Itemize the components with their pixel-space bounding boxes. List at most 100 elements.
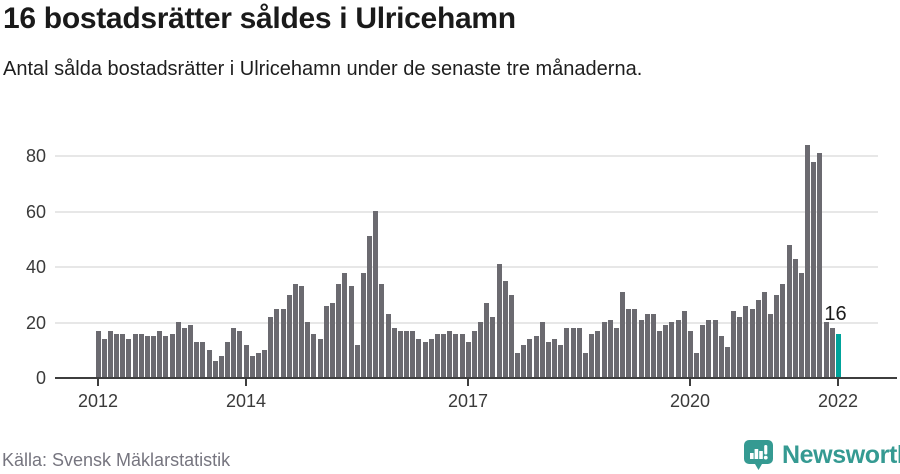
bar [472,331,477,378]
x-axis-tick [245,379,247,386]
newsworthy-logo-text: Newsworthy [782,441,900,469]
bar [817,153,822,378]
bar [367,236,372,378]
bar [725,347,730,378]
x-axis-tick-label: 2014 [225,391,267,411]
bar [762,292,767,378]
bar [694,353,699,378]
y-axis-tick-label: 40 [25,257,46,277]
bar [342,273,347,378]
x-axis-tick [837,379,839,386]
bar [404,331,409,378]
bar [645,314,650,378]
source-note: Källa: Svensk Mäklarstatistik [2,450,231,470]
bar [453,334,458,378]
bar [336,284,341,378]
bar [639,320,644,378]
bar [373,211,378,378]
bar [558,345,563,378]
page-title: 16 bostadsrätter såldes i Ulricehamn [3,2,516,35]
bar [305,322,310,378]
bar [237,331,242,378]
bar [182,328,187,378]
bar [416,339,421,378]
bar [250,356,255,378]
bar [793,259,798,378]
bar [552,339,557,378]
bar [151,336,156,378]
bar [750,309,755,378]
bar [188,325,193,378]
bar [595,331,600,378]
bar [176,322,181,378]
bar [713,320,718,378]
bar [108,331,113,378]
bar [527,339,532,378]
bar [299,286,304,378]
x-axis-tick [689,379,691,386]
y-axis-tick-label: 80 [25,146,46,166]
bar [392,328,397,378]
bar [824,322,829,378]
bar [361,273,366,378]
bar [589,334,594,378]
bar [731,311,736,378]
bar [805,145,810,378]
bar [756,300,761,378]
bar [743,306,748,378]
bar [503,281,508,378]
bar [620,292,625,378]
bar [651,314,656,378]
bar [700,325,705,378]
bar [737,317,742,378]
bar [663,325,668,378]
gridline [55,266,878,268]
bar [583,353,588,378]
newsworthy-logo: Newsworthy [744,440,900,472]
bar [799,273,804,378]
bar [318,339,323,378]
bar [256,353,261,378]
gridline [55,155,878,157]
bar [311,334,316,378]
bar [447,331,452,378]
bar [225,342,230,378]
bar [719,336,724,378]
bar [509,295,514,378]
x-axis-tick-label: 2017 [447,391,489,411]
x-axis-tick-label: 2020 [669,391,711,411]
highlight-value-label: 16 [824,302,847,325]
x-axis-tick [97,379,99,386]
highlighted-bar [836,334,841,378]
gridline [55,322,878,324]
bar [780,284,785,378]
bar [682,311,687,378]
y-axis-tick-label: 60 [25,202,46,222]
bar [534,336,539,378]
bar [287,295,292,378]
bar [244,345,249,378]
chart-subtitle: Antal sålda bostadsrätter i Ulricehamn u… [3,58,643,80]
bar [120,334,125,378]
bar [207,350,212,378]
bar [515,353,520,378]
bar [293,284,298,378]
y-axis-tick-label: 20 [25,313,46,333]
bar [429,339,434,378]
x-axis-tick-label: 2022 [817,391,859,411]
bar [626,309,631,378]
bar [811,162,816,378]
bar [632,309,637,378]
bar [379,284,384,378]
bar [102,339,107,378]
bar [546,342,551,378]
bar [657,331,662,378]
bar [768,314,773,378]
bar [200,342,205,378]
bar [669,322,674,378]
bar [163,336,168,378]
bar [330,303,335,378]
bar [706,320,711,378]
bar [423,342,428,378]
